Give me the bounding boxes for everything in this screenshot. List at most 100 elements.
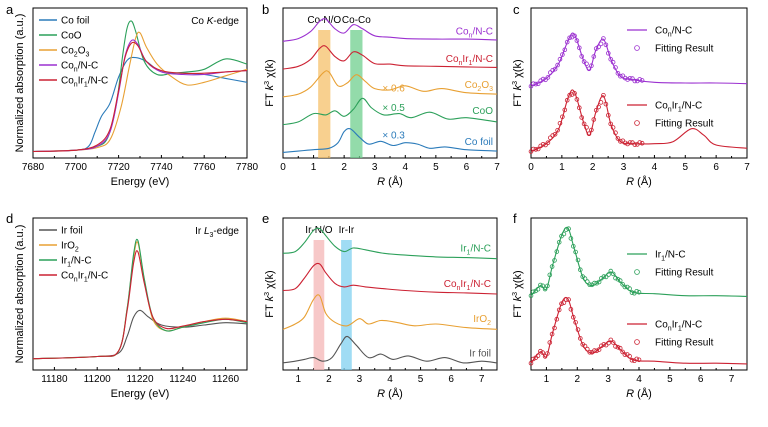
fit-point (601, 36, 606, 41)
x-axis-label: R (Å) (377, 175, 403, 188)
fit-point (593, 108, 599, 113)
series-line-co2o3 (282, 70, 498, 98)
fit-point (591, 117, 597, 122)
series-line-conir1-n-c (32, 41, 248, 153)
fit-point (538, 348, 543, 354)
x-tick-label: 3 (357, 374, 363, 385)
band-label-co-n-o: Co-N/O (307, 15, 341, 26)
fit-point (603, 274, 609, 280)
fit-point (617, 278, 623, 283)
fit-point (634, 288, 639, 294)
fit-point (592, 348, 597, 353)
fit-point (528, 149, 534, 154)
fit-point (559, 301, 564, 307)
x-tick-label: 6 (464, 162, 470, 173)
fit-point (547, 70, 553, 75)
x-tick-label: 7 (729, 374, 735, 385)
x-tick-label: 5 (667, 374, 673, 385)
legend-label-conir1-n-c: ConIr1/N-C (61, 76, 108, 89)
fit-point (564, 39, 570, 45)
fit-point (549, 264, 555, 269)
fit-point (610, 340, 616, 345)
x-tick-label: 4 (636, 374, 642, 385)
series-line-ir-foil (32, 309, 248, 360)
fit-point (584, 125, 589, 130)
fit-point (545, 283, 550, 289)
fit-point (556, 240, 562, 245)
fit-point (632, 142, 638, 147)
x-axis-label: R (Å) (626, 387, 652, 400)
band-co-co (350, 30, 363, 158)
fit-point (568, 306, 574, 312)
fit-point (620, 73, 626, 79)
fit-point (572, 91, 577, 96)
legend-label-ir1-n-c: Ir1/N-C (61, 256, 92, 269)
fit-point (570, 314, 576, 320)
x-tick-label: 7760 (193, 162, 216, 173)
fit-point (586, 66, 592, 72)
y-axis-label: FT k3 χ(k) (512, 59, 524, 106)
fit-point (563, 297, 569, 302)
fit-point (542, 354, 548, 359)
fit-point (547, 272, 553, 278)
x-tick-label: 4 (652, 162, 658, 173)
fit-point (528, 84, 534, 89)
fit-point (594, 280, 599, 286)
x-tick-label: 1 (311, 162, 317, 173)
fit-point (530, 289, 536, 295)
legend-label-ir-foil: Ir foil (61, 226, 83, 237)
fit-point (550, 68, 555, 73)
x-tick-label: 3 (621, 162, 627, 173)
fit-point (610, 125, 616, 130)
fit-point (561, 300, 567, 306)
fit-point (530, 356, 536, 362)
x-tick-label: 7680 (22, 162, 45, 173)
series-label-co-foil: Co foil (465, 137, 493, 148)
fit-point (622, 75, 628, 81)
band-ir-n-o (313, 240, 325, 370)
fit-point (620, 138, 626, 144)
y-axis-label: FT k3 χ(k) (512, 270, 524, 317)
fit-point (615, 344, 621, 350)
fit-point (589, 127, 594, 133)
fit-point (540, 283, 545, 289)
fit-point (601, 274, 607, 279)
fit-point (533, 81, 539, 87)
series-line-conir1-n-c (282, 262, 498, 295)
legend-fit-marker (634, 45, 640, 51)
fit-point (632, 78, 638, 84)
y-axis-label: FT k3 χ(k) (264, 270, 276, 317)
fit-point (577, 267, 583, 273)
x-tick-label: 2 (575, 374, 581, 385)
x-tick-label: 7740 (150, 162, 173, 173)
fit-point (567, 92, 572, 98)
series-line-conir1-n-c (32, 250, 248, 360)
fit-point (596, 347, 602, 352)
fit-point (605, 50, 611, 56)
fit-point (555, 128, 560, 133)
series-line-conir1-n-c (282, 45, 498, 70)
fit-point (615, 136, 621, 141)
fit-point (579, 115, 584, 120)
legend-fit-marker (634, 339, 640, 345)
fit-point (577, 336, 583, 341)
fit-point (557, 121, 563, 126)
series-line-coo (32, 20, 248, 153)
fit-point (587, 349, 592, 355)
panel-letter-d: d (6, 211, 13, 226)
fit-point (637, 140, 642, 145)
fit-point (528, 293, 534, 299)
legend-label-iro2: IrO2 (61, 241, 79, 254)
fit-point (596, 44, 601, 50)
x-tick-label: 7720 (107, 162, 130, 173)
fit-point (617, 345, 623, 351)
x-tick-label: 0 (280, 162, 286, 173)
fit-point (554, 316, 560, 322)
series-line-ir-foil (282, 335, 498, 364)
x-tick-label: 5 (433, 162, 439, 173)
fit-point (627, 286, 632, 291)
legend-label-con-n-c: Con/N-C (655, 26, 692, 39)
fit-point (576, 105, 582, 110)
panel-c-chart: 0 1 2 3 4 5 6 7 R (Å) FT k3 χ(k) Con/N-C Fitting Re… (512, 7, 750, 188)
x-tick-label: 6 (448, 374, 454, 385)
